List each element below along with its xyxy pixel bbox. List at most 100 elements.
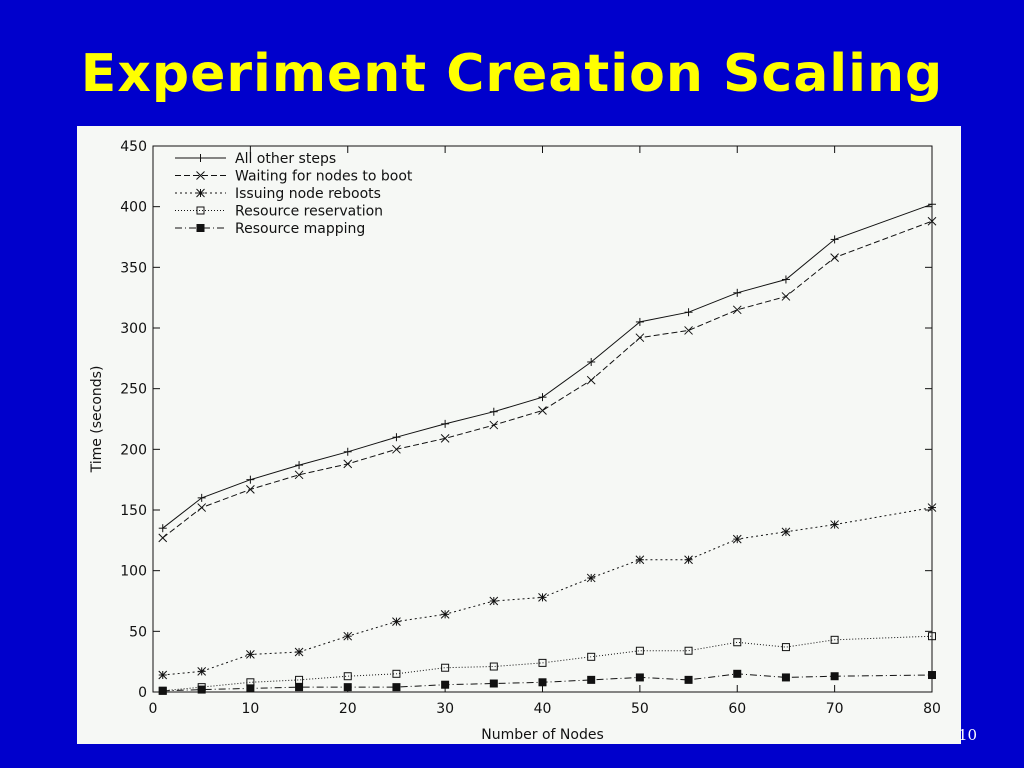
legend-marker-4 <box>196 224 205 232</box>
data-point-s0-5 <box>392 433 401 442</box>
x-tick-label: 50 <box>631 701 649 717</box>
data-point-s1-1 <box>197 503 207 512</box>
slide-number: 10 <box>958 726 978 744</box>
data-point-s3-11 <box>684 646 693 655</box>
data-point-s0-2 <box>246 475 255 484</box>
data-point-s0-12 <box>733 288 742 297</box>
data-point-s1-11 <box>684 326 693 335</box>
data-point-s1-12 <box>732 305 742 315</box>
y-tick-label: 50 <box>129 624 147 640</box>
x-tick-label: 60 <box>728 701 746 717</box>
data-point-s3-7 <box>489 662 498 671</box>
y-tick-label: 450 <box>120 139 147 155</box>
legend-marker-0 <box>196 154 205 162</box>
slide-title: Experiment Creation Scaling <box>80 44 944 104</box>
data-point-s1-6 <box>440 434 450 443</box>
data-point-s0-14 <box>830 235 839 244</box>
chart-panel: 0 50 100 150 200 250 300 350 400 450 0 10 20 30 40 50 60… <box>77 126 961 744</box>
x-tick-label: 80 <box>923 701 941 717</box>
data-point-s2-8 <box>538 593 547 602</box>
data-point-s1-14 <box>830 253 839 262</box>
data-point-s4-3 <box>295 683 304 692</box>
series-line-3 <box>162 635 933 692</box>
data-point-s2-6 <box>440 609 450 619</box>
data-point-s3-14 <box>830 635 839 644</box>
series-line-0 <box>162 203 933 529</box>
y-tick-label: 150 <box>120 503 147 519</box>
legend-label-3: Resource reservation <box>235 204 383 220</box>
data-point-s0-8 <box>538 393 547 402</box>
data-point-s3-8 <box>538 658 547 667</box>
y-axis-label: Time (seconds) <box>89 366 105 474</box>
legend-marker-3 <box>196 206 205 215</box>
legend-label-0: All other steps <box>235 151 336 167</box>
data-point-s1-3 <box>294 470 304 480</box>
data-point-s4-7 <box>489 679 498 688</box>
data-point-s4-4 <box>343 683 352 692</box>
data-point-s4-2 <box>246 684 255 693</box>
data-point-s3-12 <box>733 638 742 647</box>
data-point-s0-7 <box>489 407 498 416</box>
data-point-s3-15 <box>928 632 936 641</box>
data-point-s3-9 <box>587 652 596 661</box>
data-point-s3-4 <box>343 672 352 681</box>
x-tick-label: 10 <box>241 701 259 717</box>
legend-marker-2 <box>196 188 205 198</box>
data-point-s1-5 <box>392 444 401 454</box>
data-point-s4-9 <box>587 675 596 684</box>
y-tick-label: 0 <box>138 685 147 701</box>
data-point-s2-0 <box>158 670 168 680</box>
data-point-s0-13 <box>781 275 790 284</box>
data-point-s1-13 <box>781 292 791 301</box>
data-point-s0-3 <box>295 461 304 470</box>
data-point-s3-10 <box>635 646 644 655</box>
data-point-s4-10 <box>635 673 644 682</box>
legend-label-1: Waiting for nodes to boot <box>235 169 413 185</box>
data-point-s0-11 <box>684 308 693 317</box>
series-line-4 <box>162 673 933 692</box>
x-tick-label: 70 <box>826 701 844 717</box>
data-point-s1-9 <box>586 375 596 385</box>
x-tick-label: 30 <box>436 701 454 717</box>
data-point-s2-7 <box>489 596 499 606</box>
data-point-s0-4 <box>343 447 352 456</box>
data-point-s2-14 <box>830 520 839 529</box>
data-point-s1-0 <box>158 533 168 543</box>
data-point-s1-10 <box>635 333 645 343</box>
data-point-s0-9 <box>587 357 596 366</box>
data-point-s0-0 <box>158 524 167 533</box>
legend-label-2: Issuing node reboots <box>235 186 381 202</box>
data-point-s2-1 <box>197 667 207 676</box>
data-point-s2-2 <box>246 650 255 659</box>
y-tick-label: 400 <box>120 200 147 216</box>
data-point-s2-12 <box>732 534 742 544</box>
data-point-s4-5 <box>392 683 401 692</box>
data-point-s2-9 <box>586 573 596 583</box>
data-point-s0-1 <box>197 493 206 502</box>
y-tick-label: 300 <box>120 321 147 337</box>
data-point-s4-8 <box>538 678 547 687</box>
x-tick-label: 0 <box>149 701 158 717</box>
data-point-s2-15 <box>927 503 937 512</box>
data-point-s4-15 <box>928 671 936 680</box>
y-tick-label: 200 <box>120 442 147 458</box>
x-tick-label: 20 <box>339 701 357 717</box>
data-point-s0-6 <box>441 419 450 428</box>
data-point-s3-3 <box>295 675 304 684</box>
data-point-s4-0 <box>158 686 167 695</box>
data-point-s0-15 <box>928 200 936 209</box>
line-chart: 0 50 100 150 200 250 300 350 400 450 0 10 20 30 40 50 60… <box>89 139 941 743</box>
y-tick-label: 100 <box>120 564 147 580</box>
data-point-s4-6 <box>441 680 450 689</box>
data-point-s3-6 <box>441 663 450 672</box>
data-point-s4-1 <box>197 685 206 694</box>
series-line-2 <box>162 507 933 676</box>
data-point-s2-13 <box>781 527 791 537</box>
data-point-s1-8 <box>538 406 547 415</box>
data-point-s2-5 <box>392 617 401 626</box>
data-point-s4-13 <box>781 673 790 682</box>
y-tick-label: 250 <box>120 382 147 398</box>
data-point-s1-15 <box>927 216 937 226</box>
data-point-s3-13 <box>781 643 790 652</box>
data-point-s2-4 <box>343 631 353 641</box>
